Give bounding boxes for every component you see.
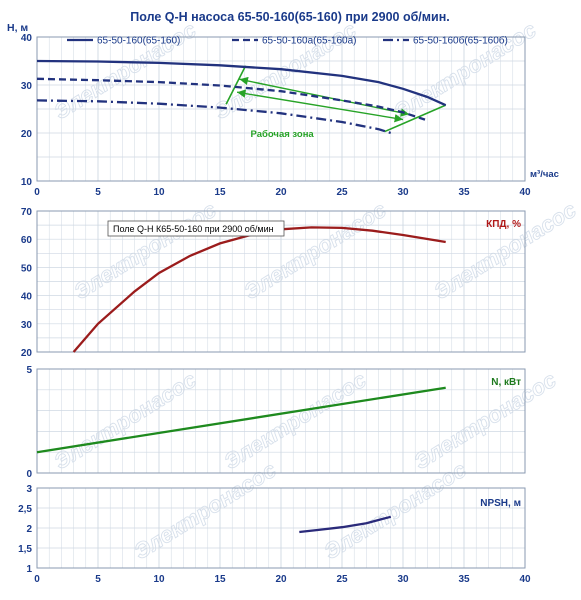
y-axis-label: N, кВт <box>491 377 521 388</box>
legend-label-2: 65-50-160а(65-160а) <box>262 36 357 47</box>
y-tick-label: 60 <box>21 235 33 246</box>
watermark-text: Электронасос <box>429 197 580 304</box>
x-tick-label: 5 <box>95 574 101 585</box>
y-tick-label: 5 <box>26 365 32 376</box>
y-tick-label: 2 <box>26 524 32 535</box>
tooltip-text: Поле Q-H К65-50-160 при 2900 об/мин <box>113 224 274 234</box>
series-line-power <box>36 386 446 454</box>
y-tick-label: 3 <box>26 484 32 495</box>
watermark-text: Электронасос <box>49 17 200 124</box>
x-tick-label: 20 <box>275 574 287 585</box>
series-line-2 <box>36 77 426 121</box>
watermark-text: Электронасос <box>389 17 540 124</box>
watermark-text: Электронасос <box>409 367 560 474</box>
watermark-text: Электронасос <box>69 197 220 304</box>
x-axis-label: м³/час <box>530 169 559 180</box>
y-tick-label: 20 <box>21 129 33 140</box>
work-zone-label: Рабочая зона <box>251 129 315 140</box>
chart-title: Поле Q-H насоса 65-50-160(65-160) при 29… <box>130 10 449 24</box>
y-tick-label: 40 <box>21 33 33 44</box>
y-tick-label: 2,5 <box>18 504 32 515</box>
x-tick-label: 35 <box>458 187 470 198</box>
work-zone-arrow-lower <box>236 89 404 123</box>
x-tick-label: 40 <box>519 574 531 585</box>
y-axis-label: Н, м <box>7 22 28 34</box>
tooltip: Поле Q-H К65-50-160 при 2900 об/мин <box>107 220 285 237</box>
x-tick-label: 30 <box>397 574 409 585</box>
panel-frame <box>36 368 526 474</box>
x-tick-label: 10 <box>153 187 165 198</box>
series-line-npsh <box>299 515 392 534</box>
work-zone-left-boundary <box>225 65 247 105</box>
x-tick-label: 15 <box>214 187 226 198</box>
y-tick-label: 1,5 <box>18 544 32 555</box>
x-tick-label: 15 <box>214 574 226 585</box>
x-tick-label: 0 <box>34 187 40 198</box>
work-zone-right-boundary <box>384 104 447 133</box>
watermark-text: Электронасос <box>239 197 390 304</box>
y-axis-label: NPSH, м <box>480 498 521 509</box>
panel-power: 0 5 N, кВт <box>26 365 526 480</box>
x-tick-label: 40 <box>519 187 531 198</box>
y-tick-label: 40 <box>21 292 33 303</box>
y-tick-label: 0 <box>26 469 32 480</box>
x-tick-label: 0 <box>34 574 40 585</box>
y-tick-label: 30 <box>21 320 33 331</box>
y-axis-label: КПД, % <box>486 219 521 230</box>
y-tick-label: 10 <box>21 177 33 188</box>
legend-label-3: 65-50-160б(65-160б) <box>413 35 508 47</box>
y-tick-label: 30 <box>21 81 33 92</box>
x-tick-label: 25 <box>336 187 348 198</box>
x-tick-label: 35 <box>458 574 470 585</box>
y-tick-label: 70 <box>21 207 33 218</box>
panel-frame <box>36 487 526 569</box>
x-tick-label: 20 <box>275 187 287 198</box>
y-tick-label: 1 <box>26 564 32 575</box>
y-tick-label: 50 <box>21 263 33 274</box>
panel-frame <box>36 36 526 182</box>
x-tick-label: 5 <box>95 187 101 198</box>
watermark-text: Электронасос <box>49 367 200 474</box>
legend-label-1: 65-50-160(65-160) <box>97 36 180 47</box>
series-line-1 <box>36 59 447 107</box>
y-tick-label: 20 <box>21 348 33 359</box>
panel-frame <box>36 210 526 353</box>
x-tick-label: 30 <box>397 187 409 198</box>
x-tick-label: 10 <box>153 574 165 585</box>
x-tick-label: 25 <box>336 574 348 585</box>
